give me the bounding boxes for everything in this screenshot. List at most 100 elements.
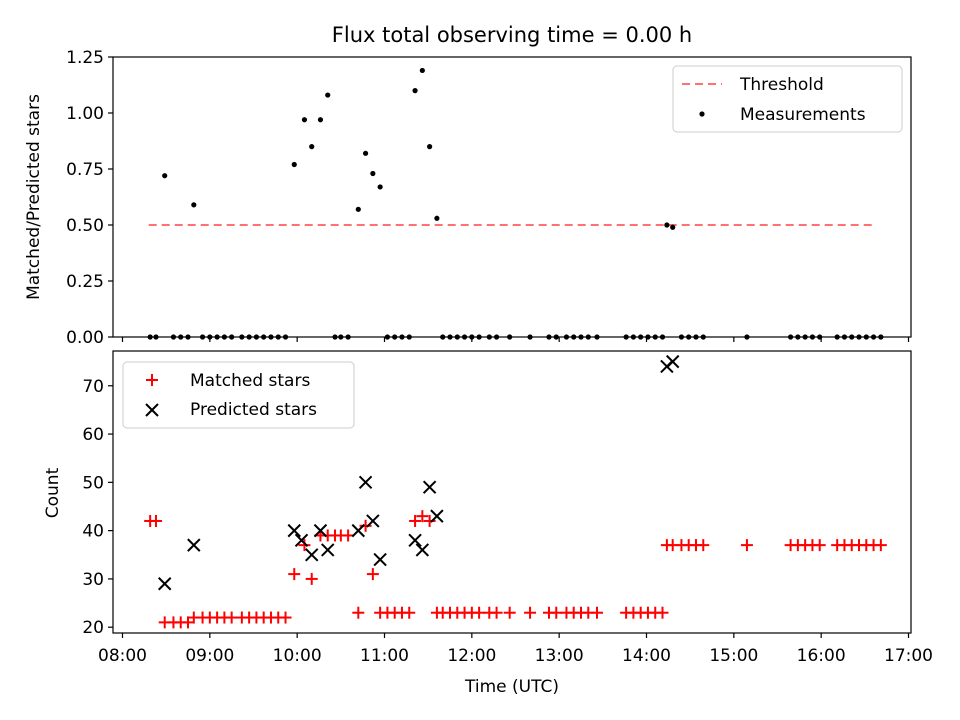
predicted-star-point [366,514,380,528]
matched-star-point [416,510,429,523]
top-x-ticks [121,337,910,342]
x-tick-label: 11:00 [360,646,409,666]
top-y-axis: 0.00 0.25 0.50 0.75 1.00 1.25 [66,48,113,348]
top-legend-box [672,65,903,133]
predicted-star-point [305,548,319,562]
predicted-star-point [287,523,301,538]
predicted-star-point [430,509,444,523]
bottom-y-tick-label: 70 [82,377,104,397]
legend-predicted-label: Predicted stars [190,400,317,420]
bottom-marks-layer [144,354,887,629]
top-y-tick-label: 0.25 [66,272,104,292]
matched-star-point [524,606,537,619]
measurement-point [301,117,308,123]
x-tick-label: 13:00 [535,646,584,666]
top-panel: 0.00 0.25 0.50 0.75 1.00 1.25 Matched/Predict… [24,48,912,348]
top-marks-layer [147,67,884,340]
matched-star-point [503,606,516,619]
matched-star-point [697,539,710,552]
measurement-point [370,170,376,177]
bottom-y-tick-label: 60 [82,425,104,445]
bottom-y-tick-label: 50 [82,473,104,493]
legend-matched-label: Matched stars [190,371,310,391]
top-y-tick-label: 0.00 [66,328,104,348]
bottom-x-axis: 08:00 09:00 10:00 11:00 12:00 13:00 14:00 15:00… [98,633,933,666]
predicted-star-point [358,475,373,490]
matched-star-point [305,572,318,585]
measurement-point [434,215,440,221]
matched-star-point [298,539,311,552]
measurement-point [377,184,383,190]
top-legend: Threshold Measurements [672,65,903,133]
bottom-panel: 20 30 40 50 60 70 08:00 09:00 10:00 11:00 12:00 13… [43,350,933,697]
measurement-point [325,92,331,98]
measurement-point [191,202,197,208]
x-tick-label: 08:00 [98,646,147,666]
matched-star-point [352,606,365,619]
measurement-point [309,144,315,150]
bottom-legend-box [122,361,355,429]
matched-star-point [149,514,162,527]
x-tick-label: 16:00 [797,646,846,666]
matched-star-point [813,539,826,552]
predicted-star-point [665,354,680,369]
predicted-star-point [313,523,328,538]
matched-star-point [409,514,422,527]
matched-star-point [550,606,563,619]
legend-measurements-label: Measurements [740,105,866,125]
x-tick-label: 15:00 [709,646,758,666]
x-axis-label: Time (UTC) [464,677,559,697]
matched-star-point [874,539,887,552]
matched-star-point [279,611,292,624]
predicted-star-point [294,533,309,547]
bottom-y-tick-label: 20 [82,618,104,638]
legend-predicted-swatch [145,403,159,417]
x-tick-label: 10:00 [273,646,322,666]
top-y-tick-label: 0.50 [66,216,104,236]
x-tick-label: 14:00 [622,646,671,666]
predicted-star-point [415,543,430,557]
top-plot-frame [112,56,912,338]
bottom-plot-frame [112,350,912,634]
matched-star-point [288,568,301,581]
x-tick-label: 12:00 [447,646,496,666]
measurement-point [362,150,369,156]
top-y-axis-label: Matched/Predicted stars [24,94,44,300]
legend-measurements-swatch [699,111,705,117]
x-tick-label: 17:00 [884,646,933,666]
matched-star-point [473,606,486,619]
bottom-y-tick-label: 30 [82,570,104,590]
top-y-tick-label: 0.75 [66,160,104,180]
matched-star-point [366,568,379,581]
top-y-tick-label: 1.25 [66,48,104,68]
measurement-point [317,117,324,123]
matched-star-point [740,539,753,552]
matched-star-point [490,606,503,619]
chart-title: Flux total observing time = 0.00 h [332,23,692,47]
bottom-legend: Matched stars Predicted stars [122,361,355,429]
predicted-star-point [158,577,172,591]
measurement-point [419,67,425,74]
bottom-y-axis-label: Count [43,467,63,518]
measurement-point [412,88,418,94]
measurement-point [670,224,676,230]
legend-threshold-label: Threshold [739,75,824,95]
measurement-point [664,222,670,228]
predicted-star-point [408,533,422,547]
measurement-point [355,206,361,212]
measurement-point [162,173,168,179]
top-y-tick-label: 1.00 [66,104,104,124]
matched-star-point [423,514,436,527]
matched-star-point [656,606,669,619]
predicted-star-point [351,523,366,538]
predicted-star-point [422,480,437,494]
bottom-y-axis: 20 30 40 50 60 70 [82,377,113,638]
bottom-y-tick-label: 40 [82,522,104,542]
predicted-star-point [321,543,335,557]
measurement-point [427,144,433,150]
predicted-star-point [373,552,387,567]
matched-star-point [359,519,372,532]
x-tick-label: 09:00 [185,646,234,666]
matched-star-point [403,606,416,619]
